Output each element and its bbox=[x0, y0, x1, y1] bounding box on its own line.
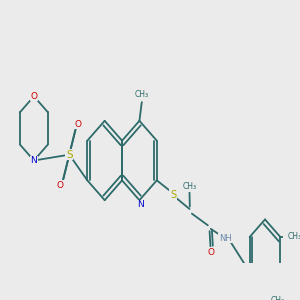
Text: S: S bbox=[66, 150, 73, 160]
Text: CH₃: CH₃ bbox=[271, 296, 285, 300]
Text: O: O bbox=[30, 92, 38, 101]
Text: NH: NH bbox=[219, 234, 232, 243]
Text: CH₃: CH₃ bbox=[182, 182, 196, 191]
Text: O: O bbox=[57, 181, 64, 190]
Text: S: S bbox=[170, 190, 176, 200]
Text: N: N bbox=[137, 200, 144, 209]
Text: O: O bbox=[208, 248, 215, 256]
Text: CH₃: CH₃ bbox=[288, 232, 300, 242]
Text: N: N bbox=[31, 156, 37, 165]
Text: O: O bbox=[75, 120, 82, 129]
Text: CH₃: CH₃ bbox=[135, 90, 149, 99]
